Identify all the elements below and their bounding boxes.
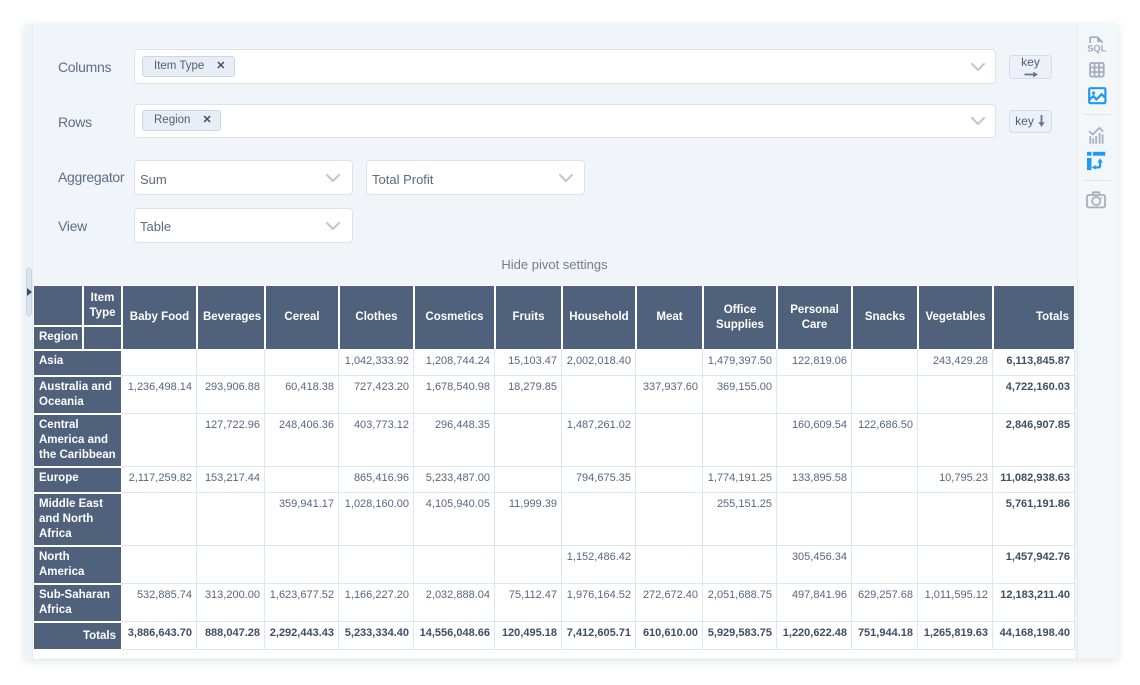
svg-text:SQL: SQL	[1087, 44, 1106, 54]
